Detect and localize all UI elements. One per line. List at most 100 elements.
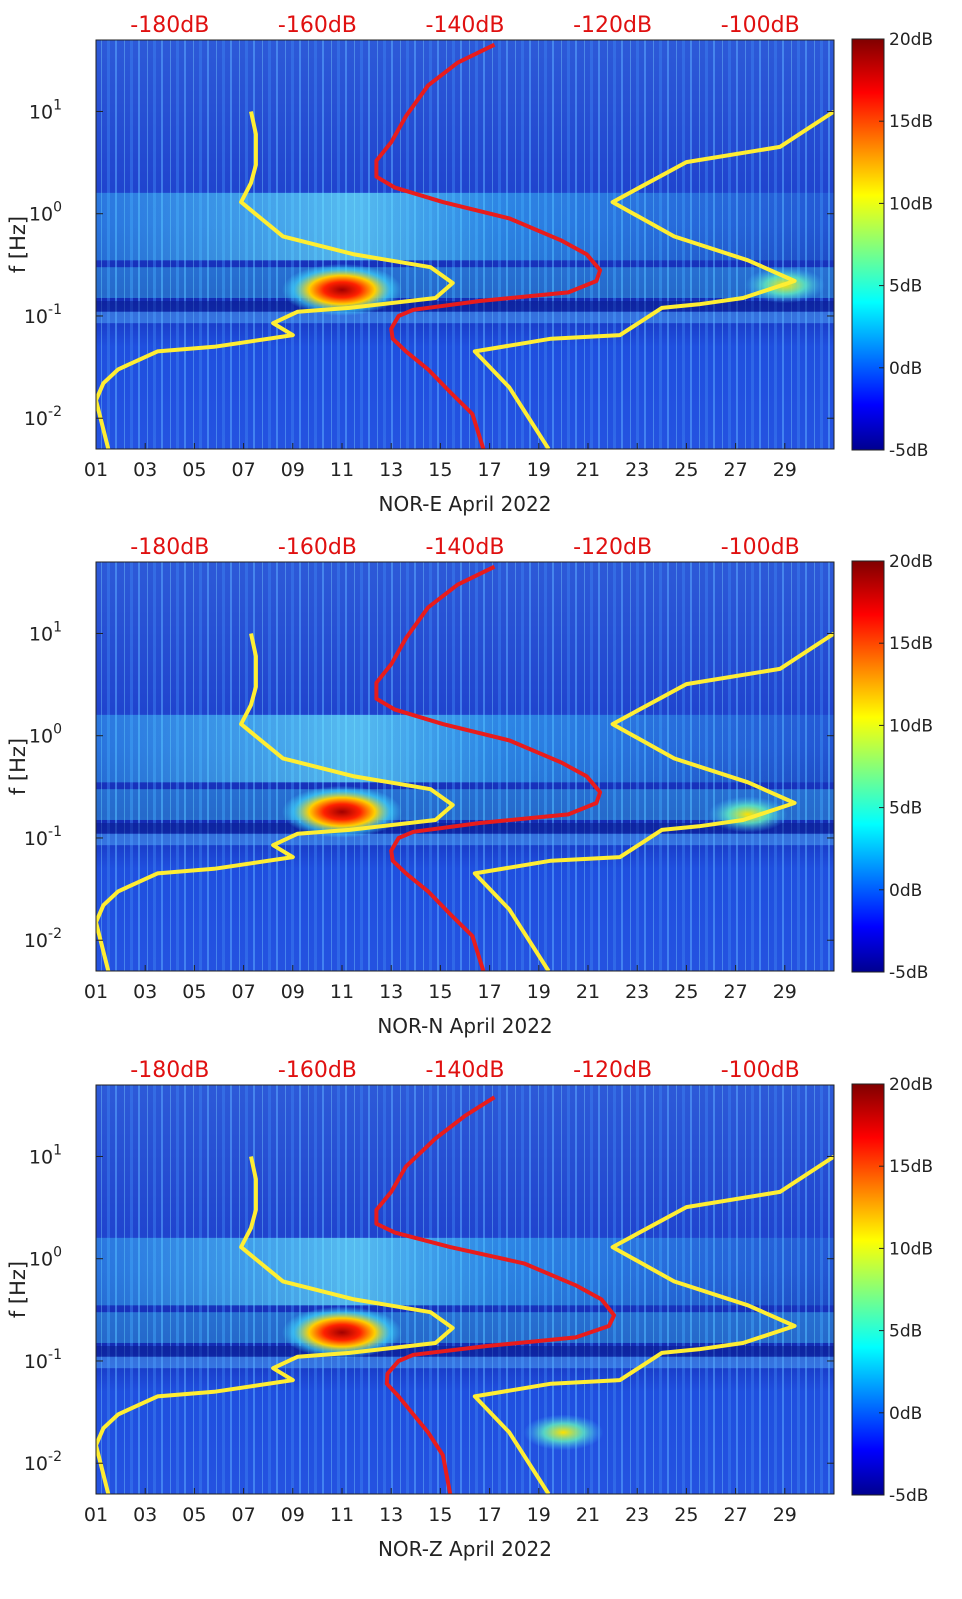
x-tick-label: 07 [232,459,256,481]
x-axis-label: NOR-E April 2022 [379,492,552,516]
y-tick-exponent: -1 [48,302,62,318]
plot-frame [95,561,835,972]
colorbar-tick-label: 0dB [889,881,922,901]
dark-band [96,301,834,312]
y-tick-exponent: 1 [53,97,62,113]
microseism-band [96,714,834,783]
hot-spot-1 [282,785,402,838]
x-tick-label: 13 [379,1504,403,1526]
x-axis-label: NOR-N April 2022 [377,1014,552,1038]
x-tick-label: 19 [527,459,551,481]
spectrogram-plot-area [96,1085,834,1494]
y-tick-label: 100 [29,722,62,748]
x-tick-label: 13 [379,459,403,481]
curve-yellow_left [96,633,455,971]
y-tick-label: 101 [29,1142,62,1168]
top-axis-db-label: -100dB [721,535,800,560]
x-tick-label: 11 [330,459,354,481]
y-tick-exponent: -1 [48,824,62,840]
curve-yellow_right [472,631,834,971]
x-tick-label: 09 [281,459,305,481]
top-axis-db-label: -140dB [426,535,505,560]
x-tick-label: 07 [232,1504,256,1526]
spectrogram-plot-area [96,40,834,449]
y-tick-label: 10-1 [24,824,62,850]
x-tick-label: 29 [773,1504,797,1526]
curve-red_noise [374,564,603,971]
top-axis-db-label: -100dB [721,1058,800,1083]
x-tick-label: 19 [527,1504,551,1526]
y-tick-exponent: -2 [48,404,62,420]
colorbar [851,38,885,451]
x-tick-label: 09 [281,1504,305,1526]
microseism-band [96,192,834,261]
microseism-band [96,1237,834,1306]
x-tick-label: 21 [576,459,600,481]
top-axis-db-label: -140dB [426,13,505,38]
dark-band [96,1346,834,1357]
y-tick-label: 101 [29,619,62,645]
x-tick-label: 27 [724,1504,748,1526]
x-tick-label: 05 [182,1504,206,1526]
x-tick-label: 25 [674,1504,698,1526]
x-tick-label: 11 [330,981,354,1003]
y-axis-label: f [Hz] [6,1261,30,1318]
x-tick-label: 15 [428,1504,452,1526]
x-tick-label: 03 [133,981,157,1003]
x-tick-label: 29 [773,459,797,481]
x-tick-label: 23 [625,1504,649,1526]
curve-yellow_left [96,111,455,449]
plot-frame [95,39,835,450]
top-axis-db-label: -160dB [278,535,357,560]
colorbar-tick-label: 5dB [889,799,922,819]
colorbar-tick-label: -5dB [889,1486,928,1506]
primary-band [96,267,834,298]
colorbar-tick-label: 15dB [889,634,933,654]
y-tick-label: 100 [29,1245,62,1271]
x-tick-label: 21 [576,981,600,1003]
y-tick-exponent: -2 [48,926,62,942]
x-axis-label: NOR-Z April 2022 [378,1537,552,1561]
x-tick-label: 23 [625,459,649,481]
top-axis-db-label: -140dB [426,1058,505,1083]
plot-frame [95,1084,835,1495]
y-tick-label: 10-2 [24,926,62,952]
curve-red_noise [374,1095,617,1494]
colorbar-tick-label: -5dB [889,963,928,983]
x-tick-label: 11 [330,1504,354,1526]
x-tick-label: 27 [724,981,748,1003]
spectrogram-plot-area [96,562,834,971]
y-tick-label: 10-1 [24,1347,62,1373]
top-axis-db-label: -120dB [573,535,652,560]
y-axis-label: f [Hz] [6,738,30,795]
y-tick-exponent: -1 [48,1347,62,1363]
x-tick-label: 21 [576,1504,600,1526]
top-axis-db-label: -120dB [573,13,652,38]
primary-band [96,1312,834,1343]
colorbar-tick-label: 5dB [889,277,922,297]
x-tick-label: 27 [724,459,748,481]
colorbar [851,560,885,973]
low-band [96,311,834,324]
colorbar-tick-label: 5dB [889,1322,922,1342]
y-tick-exponent: 0 [53,200,62,216]
x-tick-label: 13 [379,981,403,1003]
colorbar-tick-label: 10dB [889,1239,933,1259]
colorbar-tick-label: 0dB [889,1404,922,1424]
colorbar-tick-label: -5dB [889,441,928,461]
x-tick-label: 17 [478,981,502,1003]
y-tick-label: 10-1 [24,302,62,328]
colorbar-tick-label: 20dB [889,30,933,50]
curve-yellow_right [472,1154,834,1494]
colorbar-tick-label: 10dB [889,194,933,214]
colorbar [851,1083,885,1496]
x-tick-label: 01 [84,1504,108,1526]
x-tick-label: 15 [428,981,452,1003]
x-tick-label: 05 [182,459,206,481]
curve-red_noise [374,42,603,449]
top-axis-db-label: -120dB [573,1058,652,1083]
curve-yellow_left [96,1156,455,1494]
x-tick-label: 17 [478,459,502,481]
